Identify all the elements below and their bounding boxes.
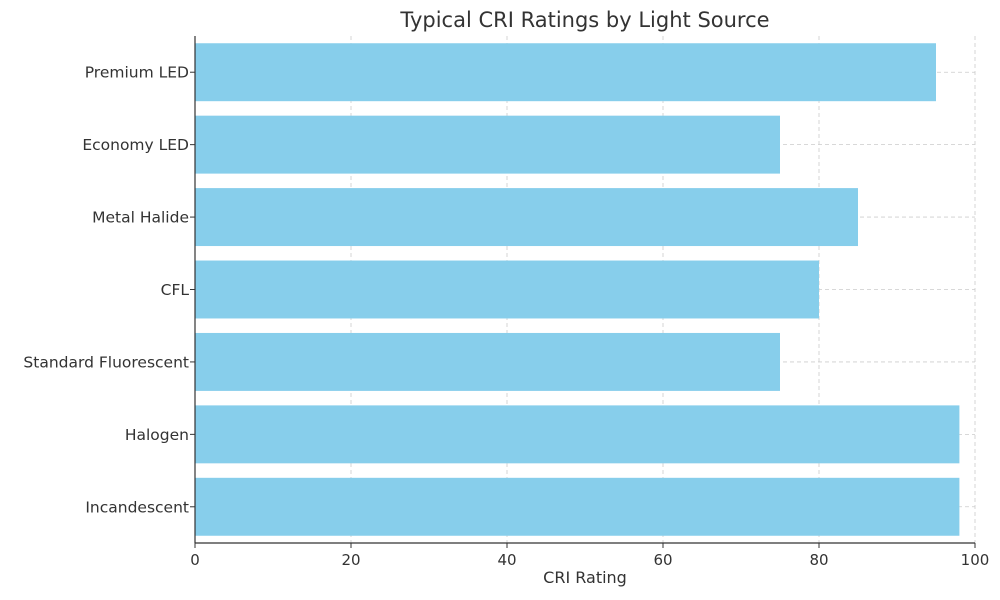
y-tick-label: Standard Fluorescent bbox=[23, 353, 189, 371]
y-tick-label: Incandescent bbox=[85, 498, 189, 516]
x-axis-label: CRI Rating bbox=[543, 568, 627, 587]
x-tick-label: 100 bbox=[961, 551, 990, 569]
y-tick-label: CFL bbox=[161, 281, 190, 299]
x-tick-label: 40 bbox=[497, 551, 516, 569]
bar-incandescent bbox=[195, 477, 960, 536]
axes bbox=[190, 36, 976, 548]
chart-title: Typical CRI Ratings by Light Source bbox=[399, 8, 769, 32]
tick-labels: 0 20 40 60 80 100 Incandescent Halogen Standard … bbox=[23, 64, 989, 569]
bars bbox=[195, 43, 960, 536]
x-tick-label: 20 bbox=[341, 551, 360, 569]
bar-standard-fluorescent bbox=[195, 332, 780, 391]
x-tick-label: 80 bbox=[809, 551, 828, 569]
y-tick-label: Halogen bbox=[125, 426, 189, 444]
x-tick-label: 60 bbox=[653, 551, 672, 569]
x-tick-label: 0 bbox=[190, 551, 200, 569]
bar-halogen bbox=[195, 405, 960, 464]
bar-cfl bbox=[195, 260, 819, 319]
bar-premium-led bbox=[195, 43, 936, 102]
y-tick-label: Premium LED bbox=[85, 64, 189, 82]
bar-economy-led bbox=[195, 115, 780, 174]
y-tick-label: Economy LED bbox=[82, 136, 189, 154]
y-tick-label: Metal Halide bbox=[92, 209, 189, 227]
bar-metal-halide bbox=[195, 188, 858, 247]
